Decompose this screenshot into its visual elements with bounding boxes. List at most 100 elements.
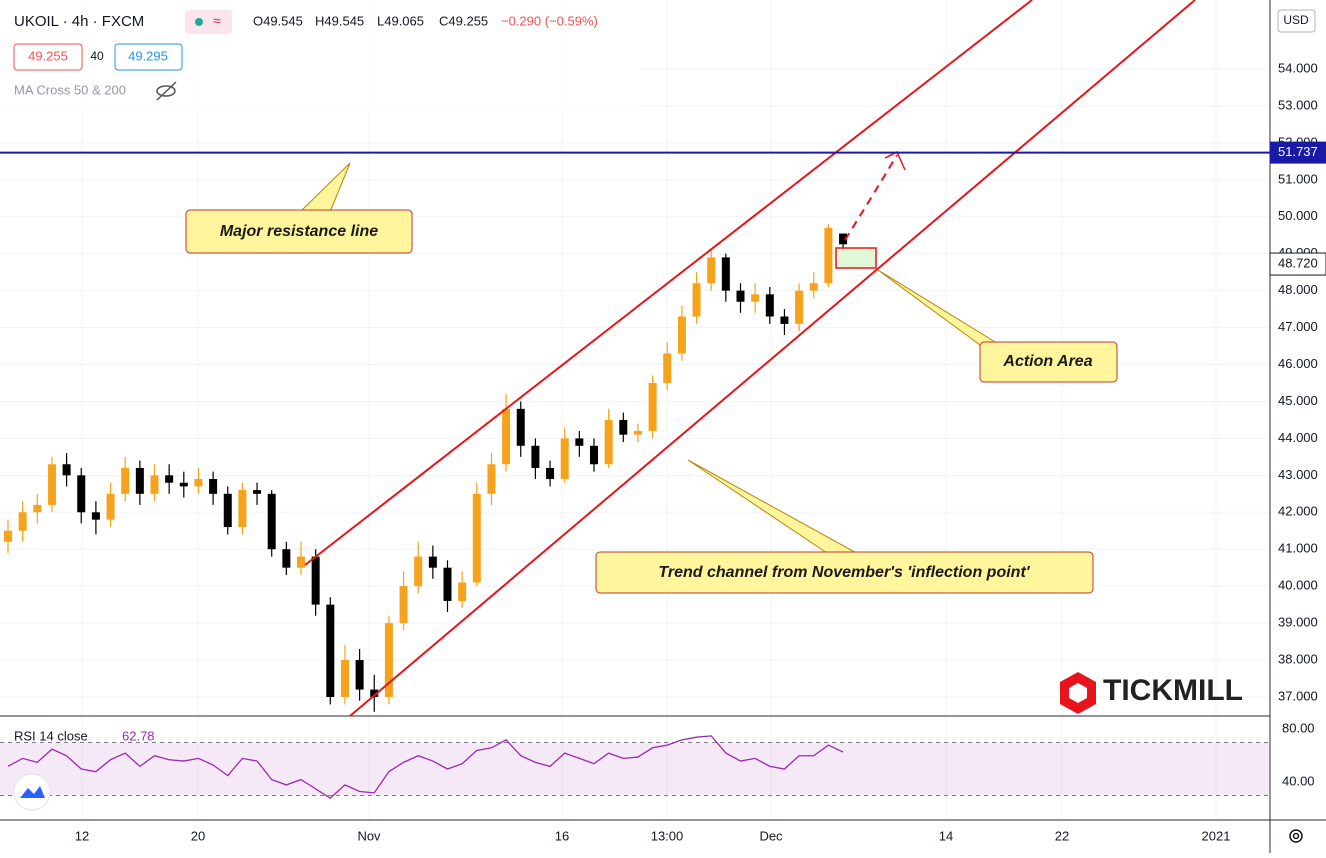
hidden-eye-icon[interactable]	[156, 81, 177, 101]
ohlc-value: L49.065	[377, 13, 424, 28]
symbol[interactable]: UKOIL · 4h · FXCM	[14, 13, 144, 30]
ask-box[interactable]	[114, 43, 183, 71]
ask: 49.295	[128, 48, 168, 63]
callout-box	[595, 551, 1094, 594]
rsi-band-fill	[0, 742, 1270, 796]
x-tick-label: Nov	[357, 828, 381, 843]
y-tick-label: 46.000	[1278, 356, 1318, 371]
candle-body	[165, 475, 174, 483]
y-tick-label: 51.000	[1278, 171, 1318, 186]
y-tick-label: 40.000	[1278, 578, 1318, 593]
candle-body	[91, 512, 100, 520]
rsi-value: 62.78	[122, 728, 155, 743]
candle-body	[106, 493, 115, 520]
x-tick-label: Dec	[759, 828, 783, 843]
candle-body	[590, 445, 598, 465]
annotation: Trend channel from November's 'inflectio…	[658, 564, 1030, 581]
currency-box[interactable]	[1277, 9, 1316, 33]
candle-body	[736, 290, 745, 302]
candle-body	[839, 233, 848, 245]
candle-body	[47, 464, 56, 505]
candle-body	[18, 512, 27, 531]
candle-body	[795, 290, 804, 324]
approx-icon: ≈	[213, 13, 221, 29]
candle-body	[809, 283, 818, 291]
status-badge	[185, 10, 232, 34]
x-tick-label: 20	[191, 828, 205, 843]
candles	[4, 224, 848, 712]
settings-icon[interactable]	[1289, 829, 1303, 843]
indicator-name[interactable]: MA Cross 50 & 200	[14, 82, 126, 97]
price-label: 51.737	[1278, 144, 1318, 159]
ohlc-value: H49.545	[315, 13, 364, 28]
candle-body	[472, 493, 481, 583]
candle-body	[677, 316, 686, 354]
candle-body	[575, 438, 584, 446]
y-tick-label: 45.000	[1278, 393, 1318, 408]
logo-icon	[1060, 672, 1096, 714]
y-tick-label: 50.000	[1278, 208, 1318, 223]
candle-body	[282, 549, 291, 568]
y-tick-label: 43.000	[1278, 467, 1318, 482]
y-tick-label: 41.000	[1278, 541, 1318, 556]
candle-body	[707, 257, 716, 284]
price-label: 48.720	[1278, 255, 1318, 270]
candle-body	[692, 283, 701, 317]
legend-bg	[0, 0, 640, 110]
candle-body	[238, 490, 247, 528]
callout-box	[185, 209, 413, 254]
candle-body	[297, 556, 305, 568]
candle-body	[121, 467, 130, 494]
bid-box[interactable]	[13, 43, 83, 71]
candle-body	[443, 567, 452, 601]
candle-body	[77, 475, 86, 513]
arrow-head	[884, 150, 906, 171]
candle-body	[633, 431, 642, 435]
candle-body	[502, 408, 511, 465]
candle-body	[751, 294, 760, 302]
y-tick-label: 54.000	[1278, 60, 1318, 75]
price-label-bg	[1270, 141, 1326, 164]
candle-body	[311, 556, 320, 605]
action-area-box	[835, 247, 877, 269]
overlay: 51.737 48.720	[0, 141, 1326, 276]
candle-body	[721, 257, 730, 291]
candle-body	[340, 660, 349, 697]
annotation: Action Area	[1002, 353, 1092, 370]
candle-body	[209, 479, 218, 494]
y-tick-label: 37.000	[1278, 688, 1318, 703]
channel-upper	[304, 0, 1033, 566]
candle-body	[428, 556, 437, 568]
y-tick-label: 39.000	[1278, 615, 1318, 630]
candle-body	[62, 464, 71, 476]
candle-body	[458, 582, 467, 601]
candle-body	[150, 475, 159, 494]
candle-body	[267, 493, 276, 550]
callout-pointer	[298, 162, 351, 213]
projection-arrow	[844, 154, 898, 241]
candle-body	[4, 530, 12, 542]
price-label-bg	[1269, 252, 1326, 276]
callout-pointer	[687, 459, 861, 556]
candle-body	[648, 382, 657, 432]
grid: 37.000 38.000 39.000 40.000 41.000 42.000 43.0…	[0, 0, 1318, 843]
candle-body	[765, 294, 774, 317]
x-tick-label: 16	[555, 828, 569, 843]
candle-body	[604, 419, 613, 465]
currency: USD	[1283, 13, 1309, 27]
candle-body	[780, 316, 789, 324]
tv-logo-mark	[20, 786, 45, 798]
candle-body	[194, 479, 203, 487]
ohlc: O49.545 H49.545 L49.065 C49.255 −0.290 (−0.5…	[253, 13, 598, 28]
rsi-tick-label: 80.00	[1282, 721, 1315, 736]
candle-body	[619, 419, 628, 435]
candle-body	[546, 467, 555, 480]
candle-body	[487, 464, 496, 494]
candle-body	[663, 353, 672, 383]
x-tick-label: 12	[75, 828, 89, 843]
rsi-name: RSI 14 close	[14, 728, 88, 743]
x-tick-label: 22	[1055, 828, 1069, 843]
channel-lower	[349, 0, 1196, 717]
candle-body	[414, 556, 423, 587]
